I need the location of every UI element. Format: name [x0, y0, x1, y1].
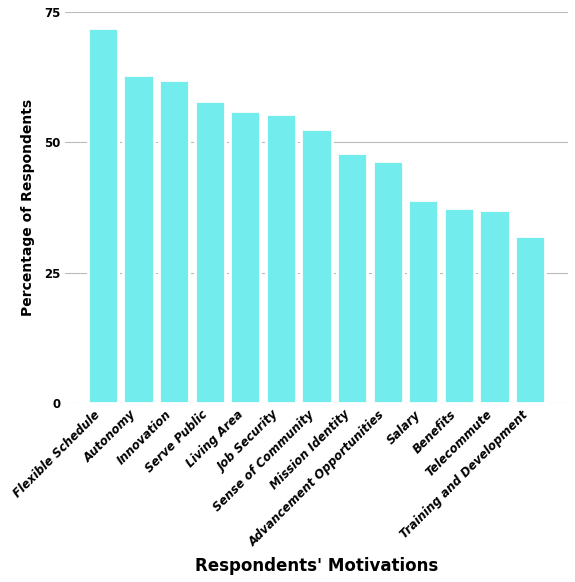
Bar: [195, 101, 225, 403]
Bar: [515, 236, 545, 403]
Bar: [373, 161, 403, 403]
Bar: [301, 129, 332, 403]
X-axis label: Respondents' Motivations: Respondents' Motivations: [195, 557, 438, 575]
Bar: [230, 111, 260, 403]
Bar: [88, 27, 118, 403]
Bar: [408, 200, 438, 403]
Bar: [337, 153, 367, 403]
Bar: [124, 74, 154, 403]
Bar: [266, 113, 296, 403]
Y-axis label: Percentage of Respondents: Percentage of Respondents: [21, 99, 36, 316]
Bar: [444, 208, 474, 403]
Bar: [159, 80, 189, 403]
Bar: [480, 210, 509, 403]
